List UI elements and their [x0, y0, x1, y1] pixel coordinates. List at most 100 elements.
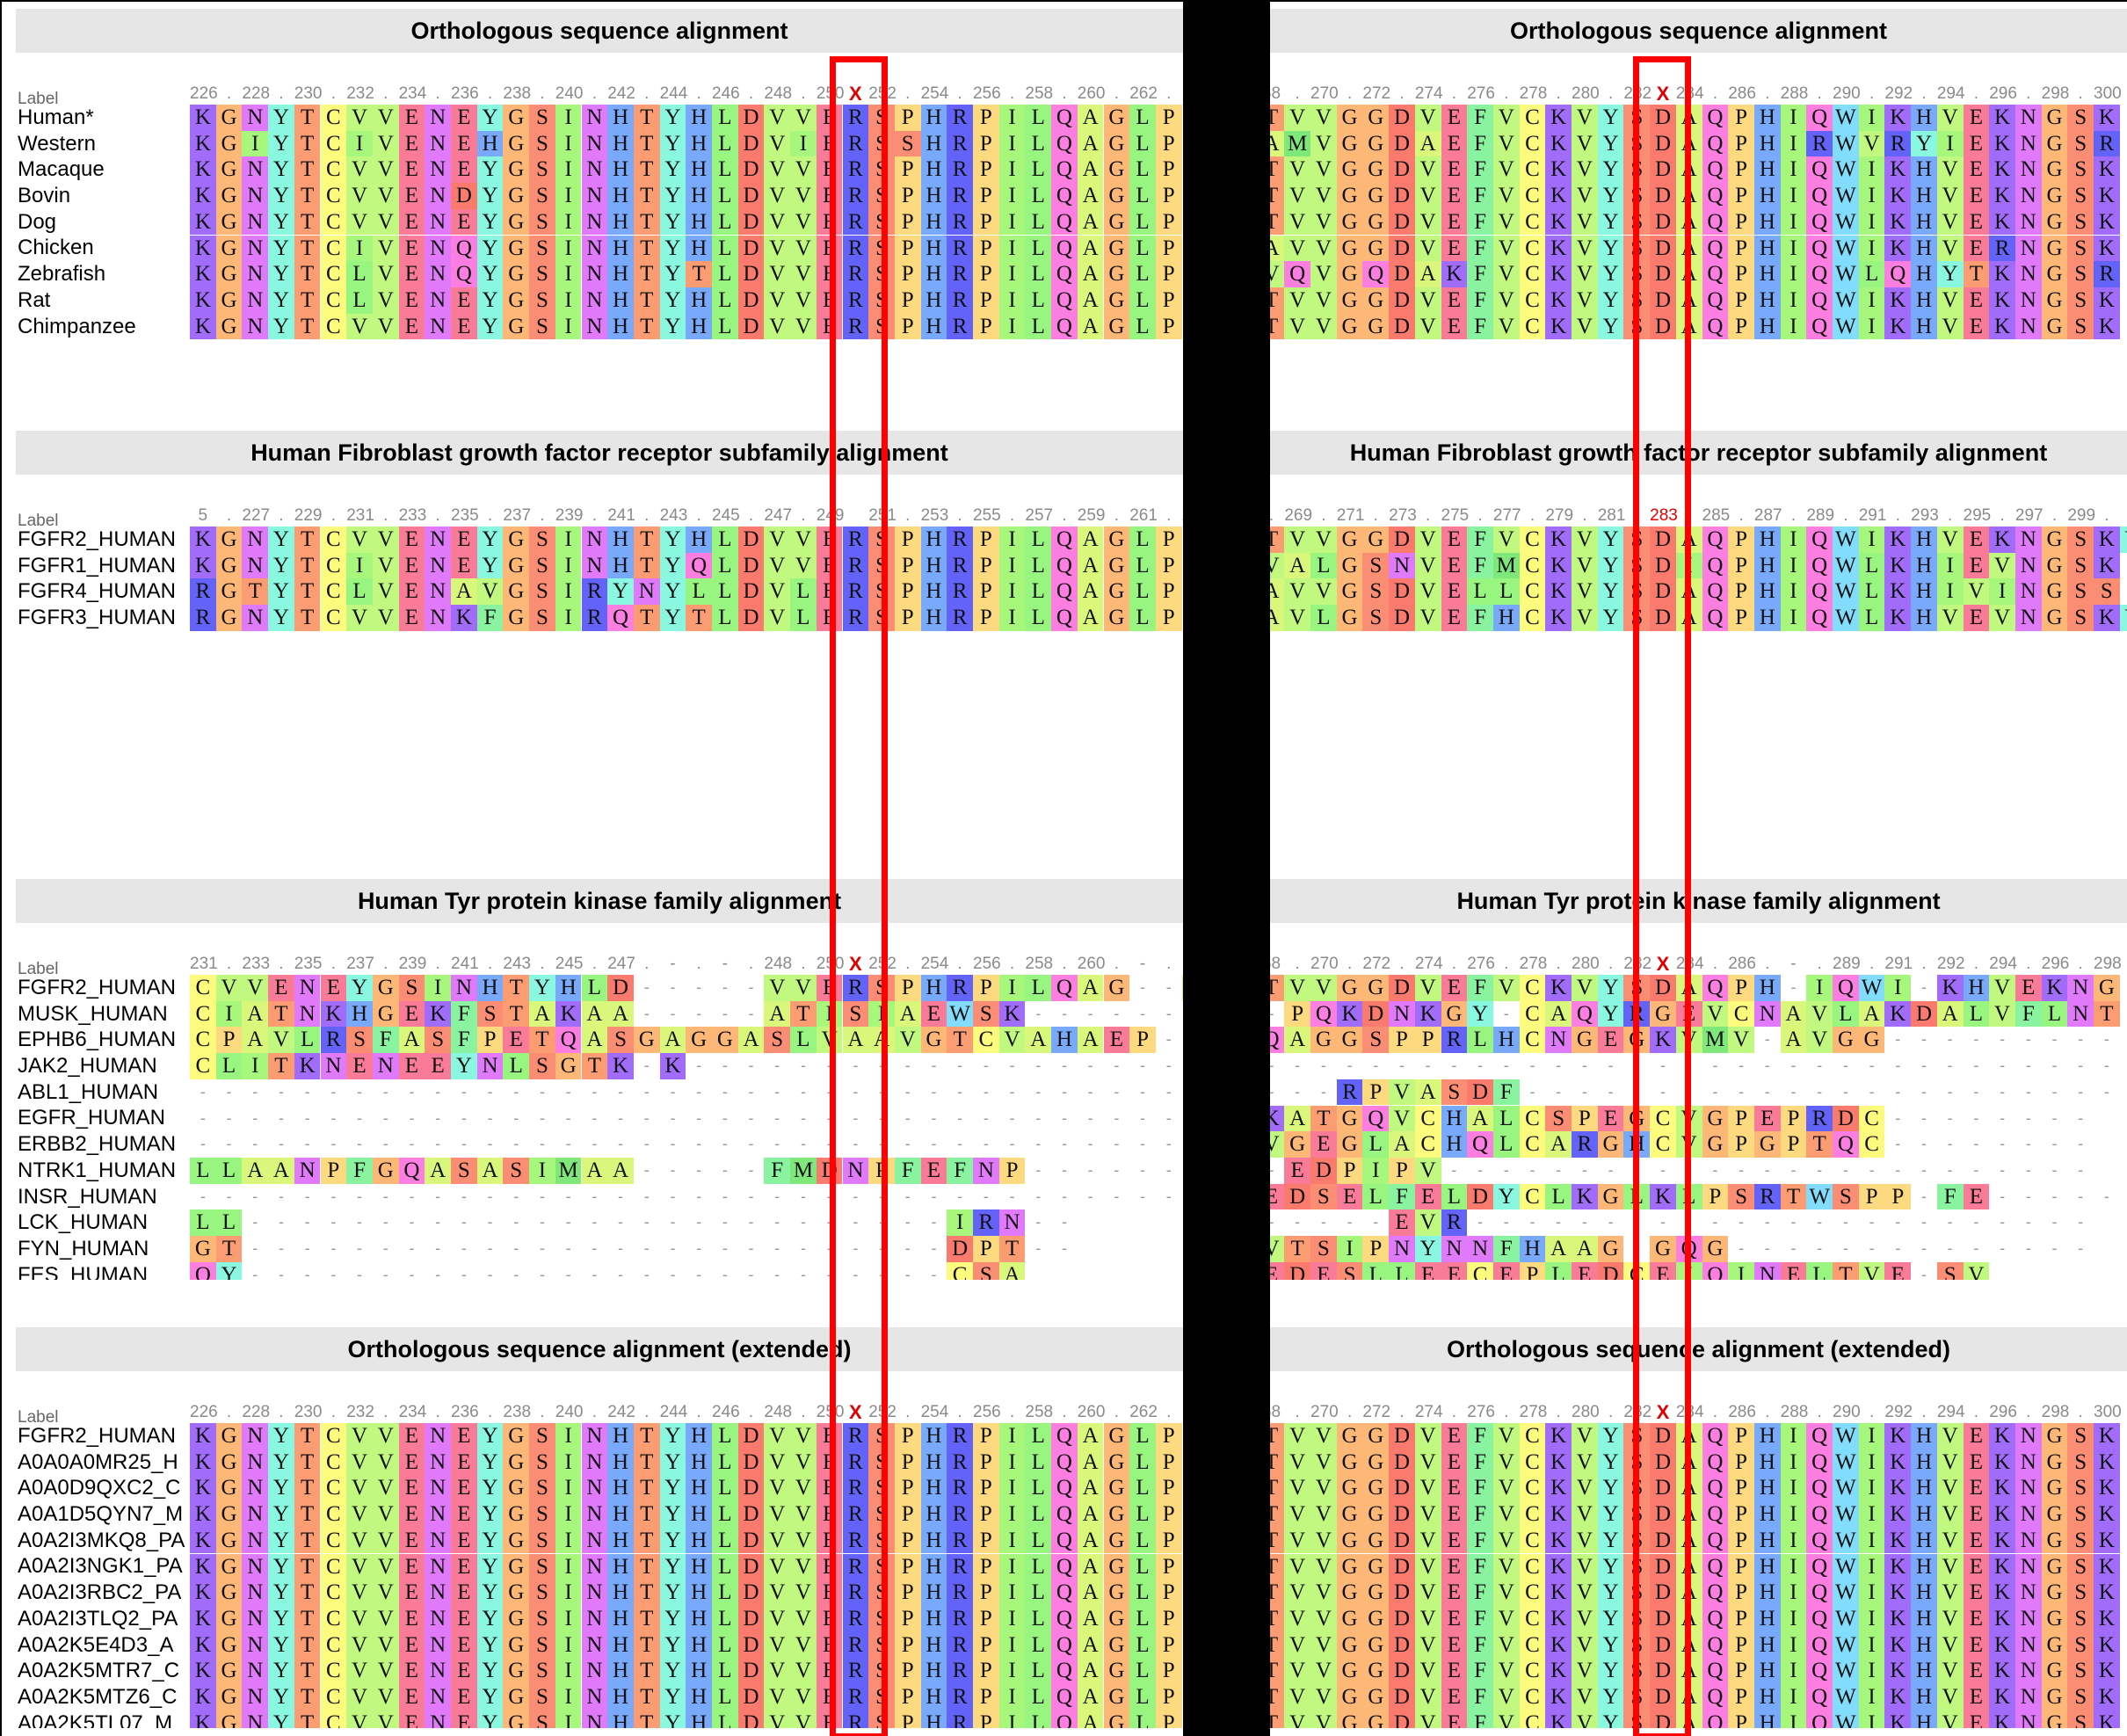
residue-cell: K [2094, 1580, 2120, 1606]
sequence-label[interactable]: A0A2I3MKQ8_PA [18, 1528, 185, 1552]
sequence-label[interactable]: Rat [18, 287, 51, 312]
residue-cell: T [1270, 1553, 1285, 1580]
sequence-label[interactable]: Chicken [18, 236, 94, 260]
sequence-label[interactable]: Chimpanzee [18, 314, 136, 338]
sequence-label[interactable]: FGFR2_HUMAN [18, 976, 177, 999]
sequence-label[interactable]: A0A1D5QYN7_M [18, 1502, 184, 1527]
sequence-label[interactable]: FGFR2_HUMAN [18, 527, 177, 551]
residue-cell: Q [1702, 1684, 1729, 1711]
residue-cell: C [1519, 1183, 1546, 1210]
residue-cell: S [2067, 130, 2094, 157]
sequence-label[interactable]: Macaque [18, 157, 105, 182]
gap-cell: - [748, 978, 754, 996]
gap-cell: - [382, 1135, 388, 1153]
gap-cell: - [931, 1213, 937, 1231]
residue-cell: T [633, 261, 660, 287]
sequence-label[interactable]: NTRK1_HUMAN [18, 1158, 177, 1182]
sequence-label[interactable]: A0A2K5MTZ6_C [18, 1684, 178, 1709]
sequence-label[interactable]: A0A0A0MR25_H [18, 1449, 178, 1474]
sequence-label[interactable]: ERBB2_HUMAN [18, 1132, 177, 1157]
sequence-label[interactable]: A0A2I3TLQ2_PA [18, 1606, 178, 1631]
sequence-label[interactable]: INSR_HUMAN [18, 1184, 157, 1209]
residue-cell: G [1103, 1553, 1130, 1580]
ruler-tick: 246 [712, 84, 740, 103]
residue-cell: F [1467, 1423, 1493, 1449]
residue-cell: Y [659, 1553, 686, 1580]
sequence-label[interactable]: FGFR4_HUMAN [18, 579, 177, 604]
residue-cell: N [2014, 261, 2042, 287]
gap-cell: - [357, 1265, 363, 1280]
residue-cell: V [346, 1580, 373, 1606]
residue-cell: E [398, 1475, 425, 1502]
residue-cell: D [1650, 1423, 1676, 1449]
ruler-tick: . [801, 84, 806, 103]
sequence-label[interactable]: FGFR2_HUMAN [18, 1424, 177, 1448]
residue-cell: I [555, 130, 582, 157]
sequence-label[interactable]: FES_HUMAN [18, 1262, 149, 1280]
residue-cell: N [294, 1000, 321, 1028]
sequence-label[interactable]: EPHB6_HUMAN [18, 1028, 177, 1052]
sequence-label[interactable]: Human* [18, 105, 94, 129]
residue-cell: V [1936, 183, 1964, 209]
ruler-tick: . [2078, 84, 2083, 103]
residue-cell: V [1572, 1553, 1598, 1580]
residue-cell: Q [1051, 527, 1078, 553]
residue-cell: S [1623, 552, 1651, 579]
residue-cell: L [1025, 1527, 1052, 1554]
residue-cell: P [894, 1527, 921, 1554]
residue-cell: Q [1702, 183, 1729, 209]
residue-cell: Q [1362, 261, 1390, 287]
sequence-label[interactable]: EGFR_HUMAN [18, 1106, 166, 1130]
residue-cell: V [1858, 130, 1885, 157]
residue-cell: Y [1597, 287, 1624, 314]
residue-cell: Y [1597, 552, 1624, 579]
residue-cell: E [816, 1449, 843, 1476]
residue-cell: T [268, 1000, 294, 1028]
gap-cell: - [461, 1239, 467, 1257]
sequence-label[interactable]: Dog [18, 209, 57, 234]
sequence-label[interactable]: A0A2K5MTR7_C [18, 1659, 180, 1683]
residue-cell: D [451, 183, 477, 209]
residue-cell: Y [1597, 313, 1624, 340]
residue-cell: I [998, 130, 1026, 157]
residue-cell: C [1519, 1684, 1546, 1711]
residue-cell: Y [659, 552, 686, 579]
ruler-tick: 252 [868, 955, 897, 973]
alignment-section-2: Human Fibroblast growth factor receptor … [1270, 431, 2127, 633]
residue-cell: R [842, 1475, 869, 1502]
residue-cell: C [1858, 1105, 1885, 1132]
sequence-label[interactable]: Bovin [18, 184, 71, 208]
residue-cell: P [1728, 287, 1754, 314]
residue-cell: P [1728, 130, 1754, 157]
sequence-label[interactable]: JAK2_HUMAN [18, 1054, 157, 1079]
gap-cell: - [826, 1213, 832, 1231]
gap-cell: - [304, 1265, 310, 1280]
residue-cell: K [1989, 1580, 2015, 1606]
residue-cell: E [398, 261, 425, 287]
residue-cell: C [1519, 527, 1546, 553]
sequence-label[interactable]: FGFR1_HUMAN [18, 553, 177, 577]
gap-cell: - [1140, 1082, 1146, 1100]
sequence-label[interactable]: Zebrafish [18, 262, 106, 287]
gap-cell: - [461, 1187, 467, 1205]
sequence-label[interactable]: A0A2K5TL07_M [18, 1711, 173, 1728]
ruler-tick: . [1451, 1403, 1457, 1421]
residue-cell: A [1675, 1580, 1702, 1606]
residue-cell: R [842, 527, 869, 553]
residue-cell: L [1025, 156, 1052, 184]
sequence-label[interactable]: Western [18, 131, 96, 156]
gap-cell: - [2078, 1213, 2084, 1231]
sequence-label[interactable]: FGFR3_HUMAN [18, 606, 177, 630]
sequence-label[interactable]: A0A2I3RBC2_PA [18, 1580, 182, 1605]
sequence-label[interactable]: LCK_HUMAN [18, 1210, 149, 1235]
sequence-label[interactable]: A0A0D9QXC2_C [18, 1476, 181, 1500]
residue-cell: P [973, 552, 999, 579]
sequence-label[interactable]: A0A2K5E4D3_A [18, 1632, 174, 1657]
sequence-label[interactable]: ABL1_HUMAN [18, 1079, 159, 1104]
residue-cell: P [973, 235, 999, 262]
sequence-label[interactable]: FYN_HUMAN [18, 1236, 149, 1260]
residue-cell: G [1336, 287, 1363, 314]
alignment-grid: TVVGGDVEFVCKVYSDAQPH-IQWI-KHVEKNG-PQKDNK… [1270, 975, 2127, 1280]
sequence-label[interactable]: MUSK_HUMAN [18, 1001, 168, 1026]
sequence-label[interactable]: A0A2I3NGK1_PA [18, 1554, 183, 1579]
